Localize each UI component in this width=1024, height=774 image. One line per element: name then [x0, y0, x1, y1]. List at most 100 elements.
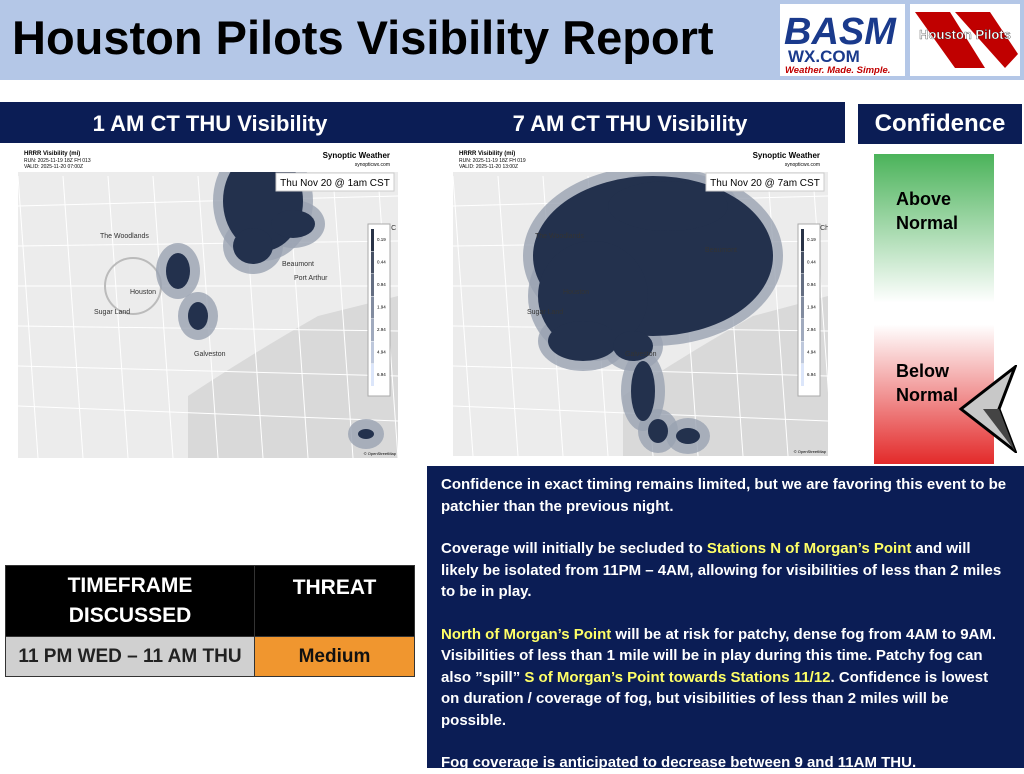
fog-core: [271, 210, 315, 238]
map-brand: Synoptic Weather: [753, 151, 820, 160]
stamp-box: [275, 172, 395, 192]
confidence-pointer: [958, 365, 1017, 453]
fog-core: [188, 302, 208, 330]
fog-core: [166, 253, 190, 289]
legend-swatch: [371, 251, 374, 274]
logo-wx: WX.COM: [788, 47, 860, 66]
legend-label: 2.94: [377, 327, 386, 332]
table-cell: 11 PM WED – 11 AM THU: [5, 636, 255, 677]
sea: [188, 296, 398, 458]
panel-title: 1 AM CT THU Visibility: [92, 111, 328, 136]
paragraph: Coverage will initially be secluded to S…: [441, 538, 1010, 603]
county-line: [152, 175, 174, 459]
legend-label: 0.94: [377, 282, 386, 287]
legend-label: 0.44: [377, 260, 386, 265]
logo-basm: BASM: [784, 11, 897, 53]
legend-swatch: [371, 319, 374, 341]
legend-swatch: [371, 296, 374, 319]
map: HRRR Visibility (mi) RUN: 2025-11-19 18Z …: [452, 146, 834, 457]
legend-swatch: [371, 341, 374, 364]
place-label: Houston: [130, 289, 156, 296]
fog-core: [233, 228, 273, 264]
text: will be at risk for patchy, dense fog fr…: [441, 625, 997, 686]
legend-swatch: [371, 229, 374, 251]
legend-swatch: [371, 364, 374, 386]
place-label: Sugar Land: [94, 309, 130, 316]
logo-tagline: Weather. Made. Simple.: [785, 65, 890, 76]
fog-core: [358, 429, 374, 439]
place-label: Beaumont: [705, 247, 737, 254]
county-line: [62, 175, 84, 459]
map: HRRR Visibility (mi) RUN: 2025-11-19 18Z …: [17, 141, 399, 459]
highlight: S of Morgan’s Point towards Stations 11/…: [524, 668, 831, 686]
title: Houston Pilots Visibility Report: [12, 11, 714, 64]
county-line: [497, 175, 519, 457]
place-label: Galveston: [194, 351, 226, 358]
text: Fog coverage is anticipated to decrease …: [441, 754, 917, 771]
logo-pilots: Houston Pilots: [919, 27, 1011, 42]
map-canvas: HRRR Visibility (mi)RUN: 2025-11-19 18Z …: [452, 146, 834, 457]
arrow-shade: [983, 409, 1015, 451]
panel-title-bar: 1 AM CT THU Visibility 7 AM CT THU Visib…: [0, 102, 845, 143]
legend-swatch: [801, 319, 804, 341]
panel-title: 7 AM CT THU Visibility: [512, 111, 748, 136]
place-label: Houston: [563, 289, 589, 296]
confidence-below: Below Normal: [896, 361, 959, 405]
text: Coverage will initially be secluded to: [441, 540, 707, 557]
map-run: RUN: 2025-11-19 18Z FH 019: [459, 158, 526, 164]
logos: BASM WX.COM Weather. Made. Simple. Houst…: [780, 4, 1020, 76]
legend-label: 1.94: [807, 305, 816, 310]
threat-table: TIMEFRAME DISCUSSED THREAT 11 PM WED – 1…: [5, 565, 415, 677]
paragraph: Confidence in exact timing remains limit…: [441, 474, 1010, 517]
highlight: Stations N of Morgan’s Point: [706, 540, 912, 557]
highlight: North of Morgan’s Point: [441, 625, 612, 643]
legend-label: 0.19: [377, 237, 386, 242]
map-header: [453, 146, 828, 172]
place-label: Sugar Land: [527, 309, 563, 316]
table-header: THREAT: [254, 565, 415, 637]
map-product: HRRR Visibility (mi): [459, 151, 515, 157]
map-valid: VALID: 2025-11-20 07:00Z: [24, 164, 83, 170]
map-valid: VALID: 2025-11-20 13:00Z: [459, 164, 518, 170]
fog-core: [608, 181, 728, 231]
map-header: [18, 146, 398, 172]
legend-label: 0.19: [807, 237, 816, 242]
map-canvas: HRRR Visibility (mi)RUN: 2025-11-19 18Z …: [17, 141, 399, 459]
fog-core: [631, 361, 655, 421]
map-run: RUN: 2025-11-19 18Z FH 013: [24, 158, 91, 164]
legend-label: 0.44: [807, 260, 816, 265]
place-label: Beaumont: [282, 261, 314, 268]
map-credit: © OpenStreetMap: [364, 451, 397, 456]
paragraph: North of Morgan’s Point will be at risk …: [441, 624, 1010, 732]
county-line: [17, 240, 399, 247]
map-site: synopticwx.com: [355, 162, 390, 168]
legend-label: 6.94: [807, 372, 816, 377]
map-product: HRRR Visibility (mi): [24, 151, 80, 157]
text: Confidence in exact timing remains limit…: [441, 476, 1007, 515]
legend-label: 0.94: [807, 282, 816, 287]
county-line: [107, 175, 129, 459]
county-line: [17, 175, 39, 459]
county-line: [17, 405, 399, 422]
legend-swatch: [371, 274, 374, 296]
table-cell: Medium: [254, 636, 415, 677]
county-line: [452, 175, 474, 457]
legend-swatch: [801, 296, 804, 319]
legend-label: 6.94: [377, 372, 386, 377]
fog-core: [548, 321, 618, 361]
fog-core: [648, 419, 668, 443]
text: and will likely be isolated from 11PM – …: [441, 540, 1002, 600]
map-brand: Synoptic Weather: [323, 151, 390, 160]
county-line: [17, 195, 399, 207]
confidence-title: Confidence: [858, 104, 1022, 144]
discussion: Confidence in exact timing remains limit…: [427, 466, 1024, 771]
fog-core: [676, 428, 700, 444]
map-stamp: Thu Nov 20 @ 7am CST: [710, 178, 820, 189]
county-line: [17, 365, 399, 377]
county-line: [332, 175, 354, 459]
legend-swatch: [801, 229, 804, 251]
place-label: The Woodlands: [100, 233, 149, 240]
legend-swatch: [801, 341, 804, 364]
map-site: synopticwx.com: [785, 162, 820, 168]
